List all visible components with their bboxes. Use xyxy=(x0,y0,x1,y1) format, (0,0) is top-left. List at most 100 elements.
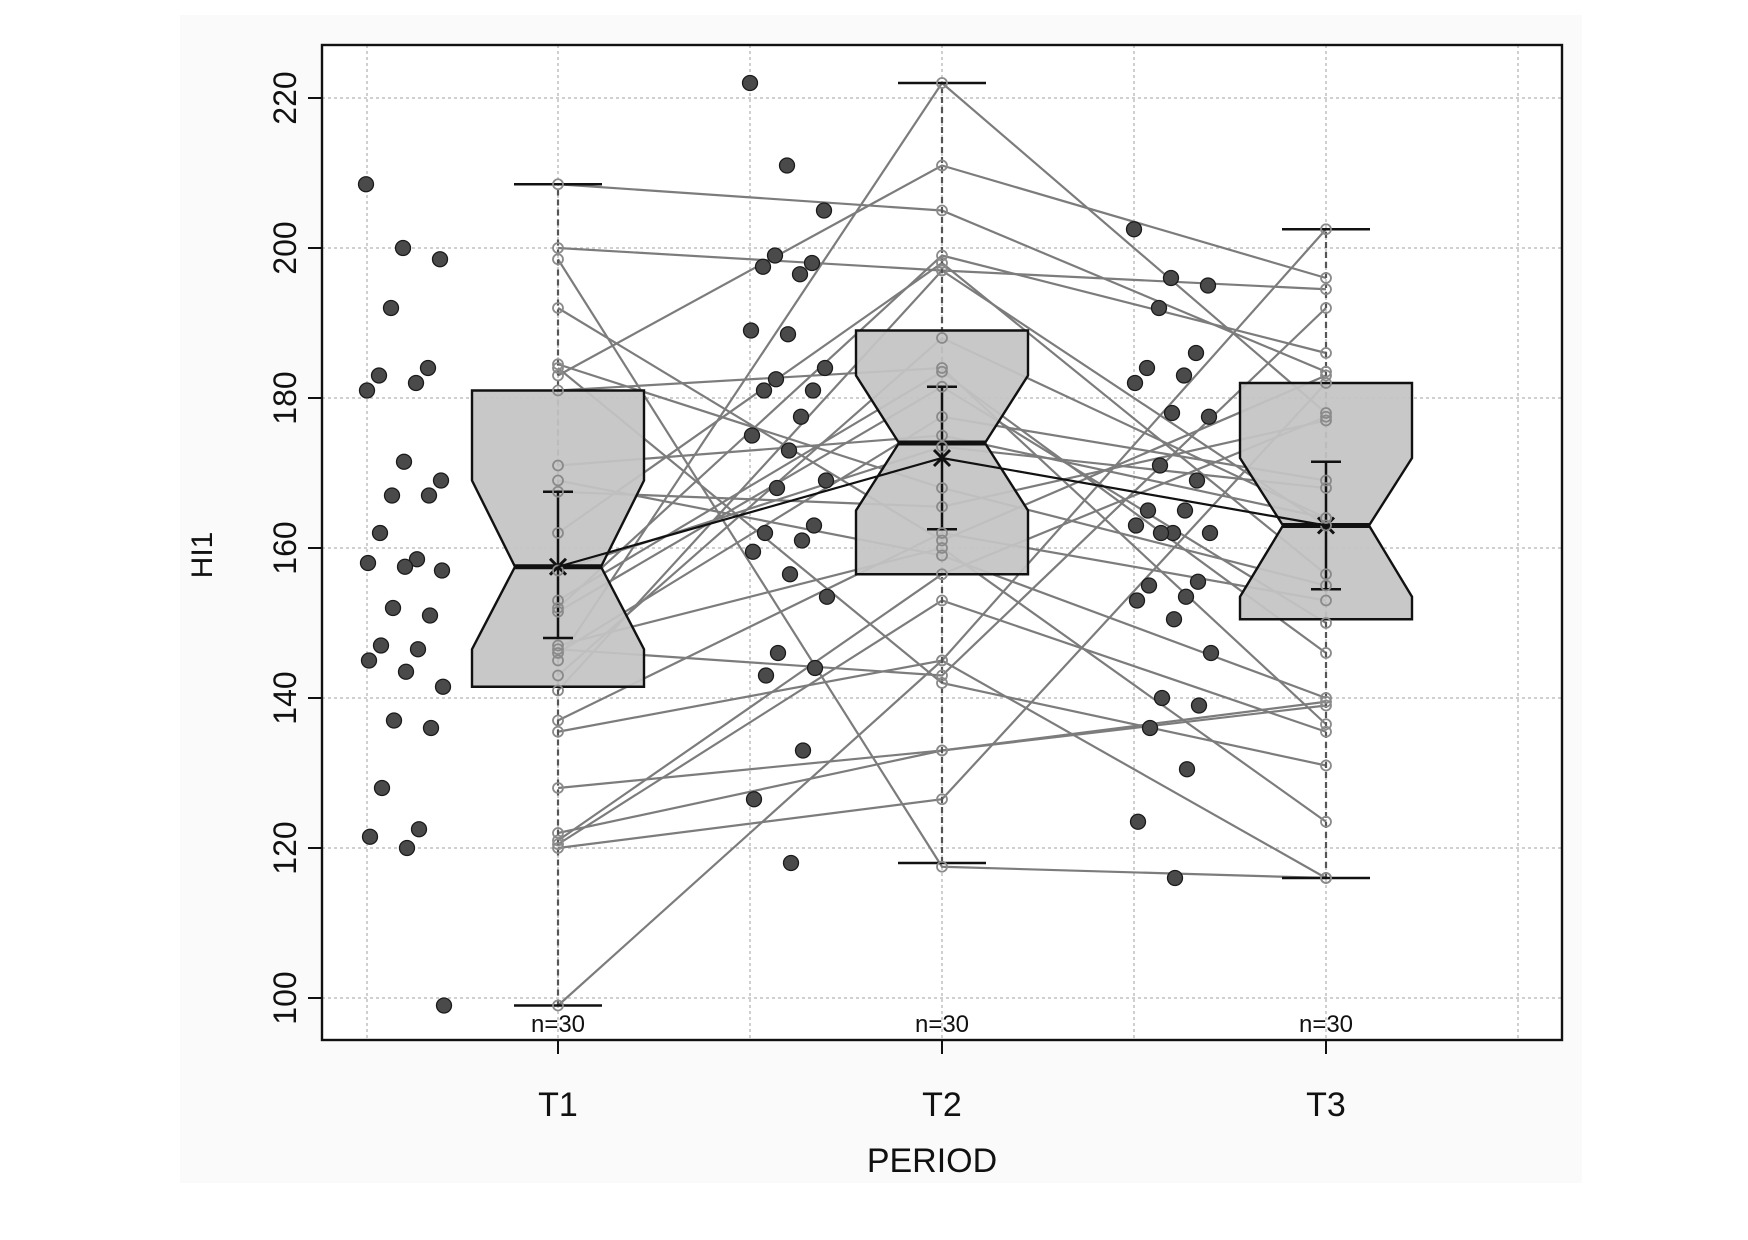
subject-point xyxy=(1320,512,1332,524)
subject-point xyxy=(1320,759,1332,772)
subject-point xyxy=(1320,699,1332,712)
subject-point xyxy=(1320,369,1332,382)
subject-point xyxy=(552,253,564,266)
jitter-point xyxy=(398,839,416,857)
subject-point xyxy=(1320,365,1332,378)
jitter-point xyxy=(420,487,438,504)
jitter-point xyxy=(1187,344,1205,362)
subject-point xyxy=(1320,617,1332,629)
subject-point xyxy=(936,534,948,547)
jitter-point xyxy=(435,997,453,1014)
jitter-point xyxy=(803,254,821,272)
jitter-point xyxy=(396,558,414,575)
jitter-point xyxy=(805,517,823,534)
subject-point xyxy=(936,410,948,423)
subject-point xyxy=(936,159,948,172)
jitter-point xyxy=(1129,813,1147,830)
subject-point xyxy=(936,332,948,344)
jitter-point xyxy=(1175,367,1193,384)
jitter-point xyxy=(382,299,400,317)
subject-line xyxy=(557,254,1327,609)
subject-point xyxy=(936,677,948,689)
n-label: n=30 xyxy=(1299,1011,1353,1038)
subject-point xyxy=(936,77,948,89)
jitter-point xyxy=(1141,719,1159,737)
jitter-point xyxy=(792,408,810,425)
jitter-point xyxy=(1152,524,1170,542)
subject-point xyxy=(552,302,564,314)
jitter-point xyxy=(421,607,439,624)
jitter-point xyxy=(1200,408,1218,425)
jitter-point xyxy=(370,367,388,384)
jitter-point xyxy=(1126,374,1144,392)
jitter-point xyxy=(372,637,390,654)
y-tick-label: 200 xyxy=(267,221,303,274)
subject-point xyxy=(936,429,948,442)
jitter-point xyxy=(357,176,375,193)
jitter-point xyxy=(742,322,760,339)
jitter-point xyxy=(432,472,450,489)
jitter-point xyxy=(359,554,377,572)
jitter-point xyxy=(1189,573,1207,590)
subject-point xyxy=(936,249,948,262)
jitter-point xyxy=(373,779,391,797)
subject-point xyxy=(552,602,564,614)
jitter-point xyxy=(791,266,809,283)
subject-point xyxy=(552,643,564,656)
subject-point xyxy=(1320,579,1332,592)
jitter-point xyxy=(780,442,798,459)
jitter-point xyxy=(755,382,773,399)
jitter-point xyxy=(395,453,413,470)
subject-point xyxy=(936,594,948,607)
subject-point xyxy=(552,485,564,498)
subject-point xyxy=(1320,725,1332,738)
jitter-point xyxy=(1153,689,1171,707)
subject-point xyxy=(936,793,948,806)
subject-point xyxy=(1320,568,1332,581)
subject-point xyxy=(552,714,564,727)
jitter-point xyxy=(745,791,763,808)
x-tick-label: T1 xyxy=(538,1086,578,1124)
jitter-point xyxy=(817,472,835,489)
subject-point xyxy=(1320,594,1332,607)
subject-point xyxy=(936,500,948,513)
subject-point xyxy=(936,860,948,873)
jitter-point xyxy=(1202,644,1220,662)
subject-point xyxy=(552,669,564,682)
jitter-point xyxy=(397,663,415,680)
x-tick-label: T2 xyxy=(922,1086,962,1124)
subject-point xyxy=(1320,407,1332,419)
y-tick-label: 120 xyxy=(267,821,303,874)
jitter-point xyxy=(394,239,412,257)
subject-point xyxy=(936,549,948,562)
subject-point xyxy=(552,639,564,652)
jitter-point xyxy=(1138,359,1156,377)
subject-line xyxy=(557,164,1327,377)
jitter-point xyxy=(1139,502,1157,519)
jitter-point xyxy=(1177,588,1195,605)
subject-point xyxy=(936,257,948,269)
jitter-point xyxy=(818,588,836,605)
jitter-point xyxy=(371,524,389,542)
jitter-point xyxy=(779,326,797,343)
subject-point xyxy=(552,459,564,472)
jitter-point xyxy=(767,371,785,388)
subject-point xyxy=(1320,377,1332,389)
jitter-point xyxy=(741,74,759,92)
y-tick-label: 220 xyxy=(267,71,303,124)
subject-point xyxy=(936,482,948,494)
subject-point xyxy=(936,264,948,277)
subject-point xyxy=(552,782,564,794)
jitter-point xyxy=(743,427,761,444)
subject-point xyxy=(552,369,564,382)
subject-point xyxy=(1320,692,1332,704)
jitter-point xyxy=(757,667,775,684)
subject-point xyxy=(1320,647,1332,659)
jitter-point xyxy=(433,562,451,579)
y-tick-label: 180 xyxy=(267,371,303,424)
subject-point xyxy=(552,358,564,371)
subject-point xyxy=(552,362,564,374)
subject-point xyxy=(552,178,564,191)
subject-point xyxy=(1320,347,1332,359)
